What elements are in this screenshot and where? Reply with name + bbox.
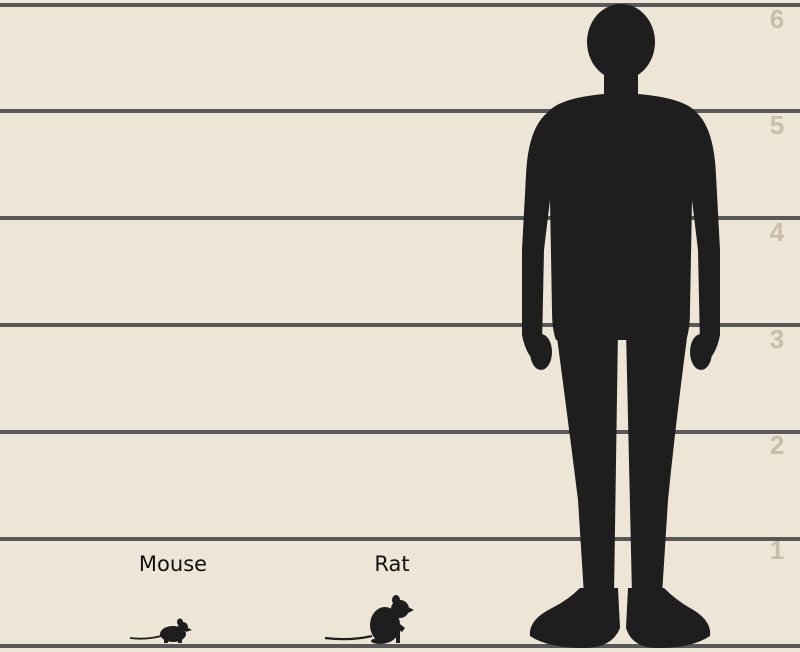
tick-label-5: 5 [769, 110, 785, 140]
height-line-2 [0, 430, 800, 434]
height-line-6 [0, 3, 800, 7]
height-line-4 [0, 216, 800, 220]
tick-label-4: 4 [769, 217, 785, 247]
ground-line [0, 644, 800, 648]
tick-label-1: 1 [769, 535, 785, 565]
tick-label-3: 3 [769, 324, 785, 354]
tick-label-2: 2 [769, 430, 785, 460]
tick-label-6: 6 [769, 4, 785, 34]
height-line-1 [0, 537, 800, 541]
mouse-silhouette [129, 618, 192, 643]
rat-silhouette [324, 595, 414, 644]
height-line-5 [0, 109, 800, 113]
height-line-3 [0, 323, 800, 327]
mouse-label: Mouse [138, 552, 208, 576]
rat-label: Rat [374, 552, 410, 576]
human-silhouette [522, 4, 720, 648]
